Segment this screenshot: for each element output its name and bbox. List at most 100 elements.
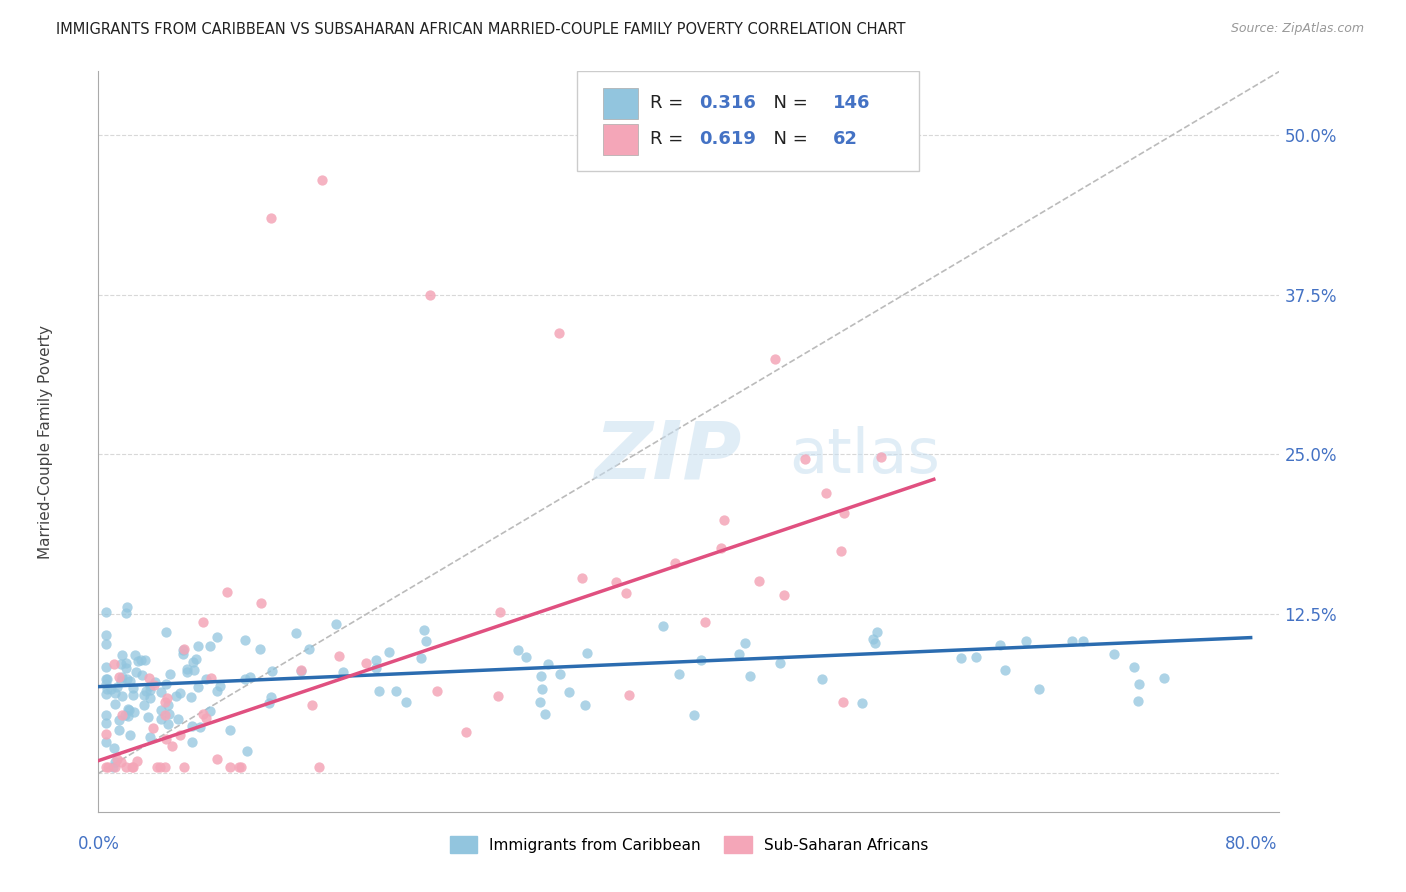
Point	[173, 760, 195, 774]
Point	[488, 690, 510, 704]
Point	[97, 760, 120, 774]
Point	[117, 702, 139, 716]
Point	[259, 690, 281, 705]
Point	[159, 667, 181, 681]
Point	[773, 588, 796, 602]
Point	[94, 660, 117, 674]
Point	[94, 628, 117, 642]
Point	[104, 697, 127, 711]
Point	[105, 752, 128, 766]
Point	[134, 698, 156, 712]
Point	[1128, 676, 1150, 690]
Bar	[603, 124, 638, 155]
Point	[181, 719, 204, 733]
Point	[115, 760, 138, 774]
Point	[832, 506, 855, 520]
Point	[325, 616, 347, 631]
Point	[290, 663, 312, 677]
Point	[176, 665, 198, 679]
Point	[117, 600, 139, 615]
Point	[104, 686, 127, 700]
Point	[366, 653, 388, 667]
Point	[830, 544, 852, 558]
Point	[104, 760, 127, 774]
Point	[298, 642, 321, 657]
Point	[1128, 693, 1150, 707]
Point	[651, 619, 673, 633]
Point	[1060, 633, 1083, 648]
Text: N =: N =	[762, 130, 814, 148]
Point	[104, 755, 127, 769]
Point	[683, 707, 706, 722]
Point	[138, 671, 160, 685]
Point	[155, 677, 177, 691]
Point	[124, 705, 146, 719]
Point	[167, 712, 190, 726]
Point	[366, 661, 388, 675]
Point	[131, 668, 153, 682]
Point	[713, 513, 735, 527]
Point	[111, 648, 134, 662]
Point	[107, 680, 129, 694]
Point	[207, 752, 229, 766]
Point	[301, 698, 323, 713]
Point	[111, 707, 134, 722]
Point	[186, 652, 208, 666]
Text: N =: N =	[762, 95, 814, 112]
Point	[139, 691, 162, 706]
Point	[548, 667, 571, 681]
Point	[575, 646, 598, 660]
Point	[332, 665, 354, 679]
Point	[574, 698, 596, 713]
Point	[311, 173, 333, 187]
Point	[194, 711, 217, 725]
Point	[149, 760, 172, 774]
Point	[94, 672, 117, 686]
Text: 0.0%: 0.0%	[77, 835, 120, 853]
Point	[138, 710, 160, 724]
Point	[239, 670, 262, 684]
Point	[149, 703, 172, 717]
Point	[103, 741, 125, 756]
Point	[870, 450, 893, 464]
Text: 62: 62	[832, 130, 858, 148]
Point	[1122, 660, 1144, 674]
Point	[763, 351, 786, 366]
Point	[811, 673, 834, 687]
Point	[191, 706, 214, 721]
Text: Source: ZipAtlas.com: Source: ZipAtlas.com	[1230, 22, 1364, 36]
Text: 146: 146	[832, 95, 870, 112]
Point	[187, 681, 209, 695]
Point	[139, 731, 162, 745]
Point	[125, 665, 148, 679]
Point	[419, 287, 441, 301]
Point	[153, 708, 176, 723]
Point	[198, 639, 221, 653]
Point	[117, 709, 139, 723]
Point	[614, 586, 637, 600]
Point	[385, 683, 408, 698]
Text: 80.0%: 80.0%	[1225, 835, 1277, 853]
Point	[454, 725, 477, 739]
Point	[236, 744, 259, 758]
Point	[169, 727, 191, 741]
Point	[290, 664, 312, 678]
Point	[415, 633, 437, 648]
Point	[851, 696, 873, 710]
Point	[208, 679, 231, 693]
Point	[94, 677, 117, 691]
Point	[115, 672, 138, 686]
Point	[228, 760, 250, 774]
Point	[169, 686, 191, 700]
Point	[94, 605, 117, 619]
Point	[489, 605, 512, 619]
Point	[794, 452, 817, 467]
Point	[738, 669, 761, 683]
Point	[139, 683, 162, 698]
Point	[107, 713, 129, 727]
Point	[506, 642, 529, 657]
Point	[571, 571, 593, 585]
Point	[748, 574, 770, 589]
Point	[1102, 647, 1125, 661]
Point	[395, 695, 418, 709]
